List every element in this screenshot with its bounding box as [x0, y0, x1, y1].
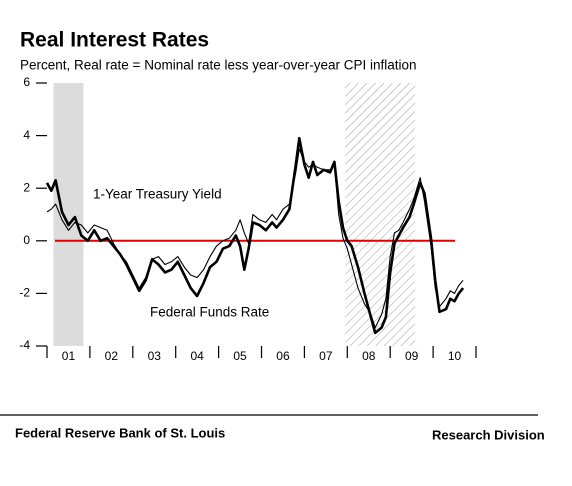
y-tick-label: 0	[23, 233, 30, 247]
x-tick-label: 08	[362, 349, 376, 363]
x-tick-label: 07	[319, 349, 333, 363]
chart-title: Real Interest Rates	[20, 29, 209, 52]
shaded-period	[53, 83, 84, 346]
x-tick-label: 10	[448, 349, 462, 363]
x-tick-label: 04	[190, 349, 204, 363]
y-tick-label: -4	[19, 338, 30, 352]
x-tick-label: 06	[276, 349, 290, 363]
series-line	[46, 148, 464, 329]
x-tick-label: 09	[405, 349, 419, 363]
y-tick-label: 2	[23, 180, 30, 194]
y-tick-label: -2	[19, 286, 30, 300]
y-tick-label: 4	[23, 128, 30, 142]
x-tick-label: 03	[148, 349, 162, 363]
series-label: 1-Year Treasury Yield	[93, 187, 222, 202]
footer-right: Research Division	[432, 427, 545, 442]
x-tick-label: 05	[233, 349, 247, 363]
footer-left: Federal Reserve Bank of St. Louis	[15, 425, 225, 440]
chart-subtitle: Percent, Real rate = Nominal rate less y…	[20, 58, 417, 73]
series-label: Federal Funds Rate	[150, 305, 269, 320]
x-tick-label: 02	[105, 349, 119, 363]
y-tick-label: 6	[23, 75, 30, 89]
x-tick-label: 01	[62, 349, 76, 363]
shaded-period	[345, 83, 416, 346]
series-line	[45, 136, 465, 335]
